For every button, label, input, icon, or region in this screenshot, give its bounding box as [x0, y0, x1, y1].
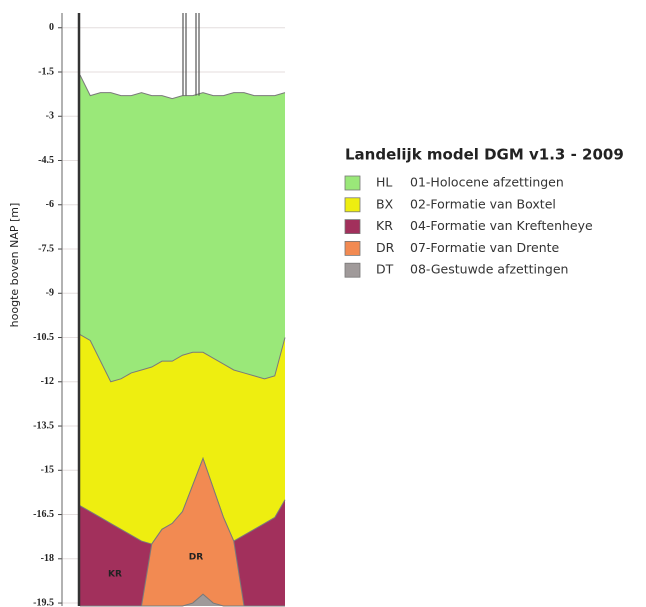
legend-swatch	[345, 198, 360, 212]
y-tick-label: -12	[41, 376, 54, 387]
legend-description: 04-Formatie van Kreftenheye	[410, 218, 593, 233]
y-tick-label: -16.5	[33, 509, 54, 520]
legend-code: HL	[376, 175, 392, 190]
y-tick-label: -15	[41, 465, 54, 476]
legend-swatch	[345, 176, 360, 190]
y-tick-label: -7.5	[38, 243, 54, 254]
legend-description: 02-Formatie van Boxtel	[410, 196, 556, 211]
y-tick-label: -18	[41, 553, 54, 564]
layer-area	[80, 75, 285, 382]
legend-code: BX	[376, 196, 394, 211]
layer-label: DR	[189, 553, 203, 563]
plot-area	[62, 13, 285, 606]
y-tick-label: -6	[46, 199, 54, 210]
legend-swatch	[345, 263, 360, 277]
legend-swatch	[345, 241, 360, 255]
chart: hoogte boven NAP [m] Landelijk model DGM…	[0, 0, 646, 607]
legend-code: KR	[376, 218, 393, 233]
y-tick-label: -9	[46, 288, 54, 299]
legend-description: 08-Gestuwde afzettingen	[410, 262, 568, 277]
legend-swatch	[345, 220, 360, 234]
y-tick-label: -1.5	[38, 66, 54, 77]
y-tick-label: -4.5	[38, 155, 54, 166]
y-tick-label: -13.5	[33, 420, 54, 431]
legend-code: DR	[376, 240, 395, 255]
legend-description: 07-Formatie van Drente	[410, 240, 560, 255]
y-tick-label: -19.5	[33, 597, 54, 607]
y-tick-label: -10.5	[33, 332, 54, 343]
y-tick-label: 0	[49, 22, 54, 33]
legend-code: DT	[376, 262, 394, 277]
layer-label: KR	[108, 570, 122, 580]
legend-title: Landelijk model DGM v1.3 - 2009	[345, 146, 624, 164]
y-tick-label: -3	[46, 111, 54, 122]
legend-description: 01-Holocene afzettingen	[410, 175, 564, 190]
y-axis-label: hoogte boven NAP [m]	[8, 203, 21, 328]
